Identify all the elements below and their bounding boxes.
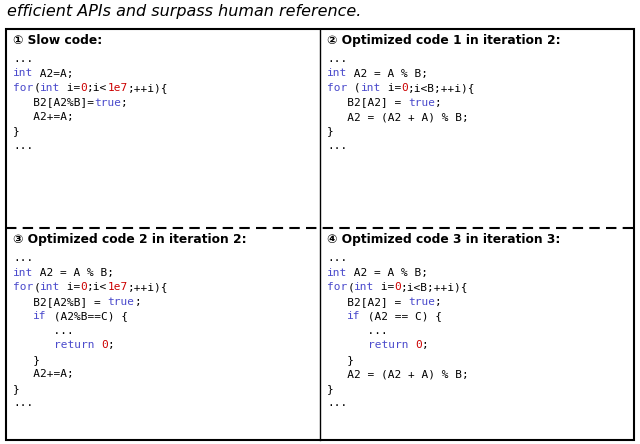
Text: (: ( [33,83,40,93]
Text: ④ Optimized code 3 in iteration 3:: ④ Optimized code 3 in iteration 3: [327,234,561,246]
Text: A2 = A % B;: A2 = A % B; [33,268,115,278]
Text: int: int [327,268,348,278]
Text: ...: ... [13,254,33,263]
Text: (: ( [348,83,361,93]
Text: for: for [13,282,33,292]
Text: ③ Optimized code 2 in iteration 2:: ③ Optimized code 2 in iteration 2: [13,234,246,246]
Text: 0: 0 [394,282,401,292]
Text: true: true [408,297,435,307]
Text: true: true [94,98,121,107]
Text: ;++i){: ;++i){ [128,282,168,292]
Text: int: int [327,68,348,79]
Text: 0: 0 [100,341,108,350]
Text: i=: i= [374,282,394,292]
Text: ...: ... [13,141,33,151]
Text: ;: ; [134,297,141,307]
Text: (: ( [348,282,354,292]
Text: B2[A2%B]=: B2[A2%B]= [13,98,94,107]
Text: (A2 == C) {: (A2 == C) { [361,311,442,321]
Text: return: return [54,341,94,350]
Text: true: true [108,297,134,307]
Text: ...: ... [327,141,348,151]
Text: B2[A2%B] =: B2[A2%B] = [13,297,108,307]
Text: return: return [367,341,408,350]
Text: }: } [13,384,20,394]
Text: 0: 0 [415,341,422,350]
Text: ;: ; [121,98,128,107]
Text: int: int [40,282,60,292]
Text: 0: 0 [81,83,87,93]
Text: ;: ; [422,341,428,350]
Text: A2 = A % B;: A2 = A % B; [348,68,428,79]
Text: efficient APIs and surpass human reference.: efficient APIs and surpass human referen… [7,4,362,19]
Text: ...: ... [13,398,33,408]
Text: int: int [13,268,33,278]
Text: int: int [354,282,374,292]
Text: ;++i){: ;++i){ [128,83,168,93]
Text: A2 = (A2 + A) % B;: A2 = (A2 + A) % B; [327,112,468,122]
Text: i=: i= [60,282,81,292]
Text: 0: 0 [81,282,87,292]
Text: ...: ... [327,326,388,336]
Text: ;: ; [435,297,442,307]
Text: ...: ... [13,326,74,336]
Text: 0: 0 [401,83,408,93]
Text: }: } [327,384,333,394]
Text: ;i<: ;i< [87,83,108,93]
Text: ;i<B;++i){: ;i<B;++i){ [408,83,476,93]
Text: i=: i= [60,83,81,93]
Text: ② Optimized code 1 in iteration 2:: ② Optimized code 1 in iteration 2: [327,34,561,47]
Text: ;: ; [435,98,442,107]
Text: ;: ; [108,341,115,350]
Text: int: int [13,68,33,79]
Text: A2+=A;: A2+=A; [13,369,74,379]
Text: for: for [13,83,33,93]
Text: (: ( [33,282,40,292]
Text: }: } [327,127,333,136]
Text: A2+=A;: A2+=A; [13,112,74,122]
Text: for: for [327,282,348,292]
Text: if: if [33,311,47,321]
Text: 1e7: 1e7 [108,282,128,292]
Text: true: true [408,98,435,107]
Text: if: if [348,311,361,321]
Text: i=: i= [381,83,401,93]
Text: }: } [13,355,40,365]
Text: B2[A2] =: B2[A2] = [327,98,408,107]
Text: int: int [40,83,60,93]
Text: ...: ... [327,254,348,263]
Text: B2[A2] =: B2[A2] = [327,297,408,307]
Text: }: } [13,127,20,136]
Text: }: } [327,355,354,365]
Text: ;i<B;++i){: ;i<B;++i){ [401,282,468,292]
Text: A2 = A % B;: A2 = A % B; [348,268,428,278]
Text: int: int [361,83,381,93]
Text: for: for [327,83,348,93]
Text: ...: ... [327,398,348,408]
Text: (A2%B==C) {: (A2%B==C) { [47,311,128,321]
Text: A2=A;: A2=A; [33,68,74,79]
Text: ① Slow code:: ① Slow code: [13,34,102,47]
Text: ...: ... [327,54,348,64]
Text: ;i<: ;i< [87,282,108,292]
Text: ...: ... [13,54,33,64]
Text: 1e7: 1e7 [108,83,128,93]
Text: A2 = (A2 + A) % B;: A2 = (A2 + A) % B; [327,369,468,379]
